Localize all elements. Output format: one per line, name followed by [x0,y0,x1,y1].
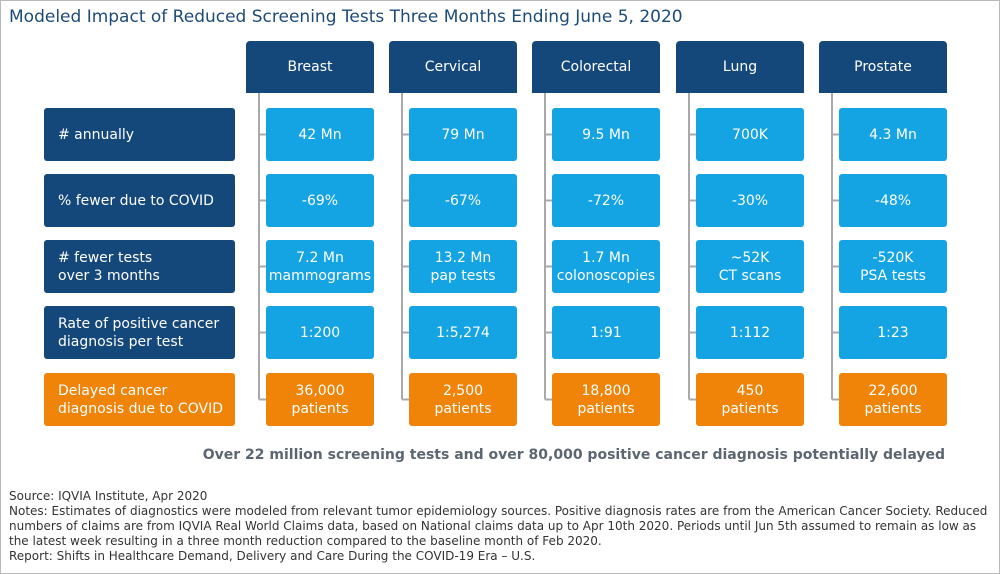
text-line: diagnosis per test [58,333,184,350]
row-label: % fewer due to COVID [44,174,235,227]
cell: 36,000 patients [266,373,374,426]
text-line: 450 [736,382,764,399]
source: Source: IQVIA Institute, Apr 2020 [9,489,208,503]
text-line: Rate of positive cancer [58,315,220,332]
text-line: 79 Mn [441,126,485,143]
text-line: 1:23 [877,324,909,341]
text-line: -30% [731,192,769,209]
summary: Over 22 million screening tests and over… [202,447,945,463]
text-line: 1:91 [590,324,622,341]
cell: -72% [552,174,660,227]
text-line: 1:5,274 [436,324,490,341]
cell: 1:91 [552,306,660,359]
column-header: Breast [246,41,374,93]
cell: -30% [696,174,804,227]
cell: 79 Mn [409,108,517,161]
text-line: patients [434,400,492,417]
cell: 1:23 [839,306,947,359]
column-header: Prostate [819,41,947,93]
text-line: patients [721,400,779,417]
cell: -69% [266,174,374,227]
text-line: 2,500 [442,382,484,399]
text-line: diagnosis due to COVID [58,400,223,417]
text-line: 18,800 [581,382,631,399]
cell: 4.3 Mn [839,108,947,161]
column-header: Lung [676,41,804,93]
text-line: -67% [444,192,482,209]
cell: 9.5 Mn [552,108,660,161]
text-line: CT scans [718,267,782,284]
text-line: # fewer tests [58,249,153,266]
text-line: ~52K [730,249,770,266]
text-line: 7.2 Mn [296,249,344,266]
text-line: 4.3 Mn [869,126,917,143]
column-header: Colorectal [532,41,660,93]
text-line: 42 Mn [298,126,342,143]
row-label: # annually [44,108,235,161]
footnotes: Source: IQVIA Institute, Apr 2020 Notes:… [9,489,994,564]
text-line: 1:112 [729,324,771,341]
title: Modeled Impact of Reduced Screening Test… [9,7,683,27]
cell: 22,600 patients [839,373,947,426]
text-line: 13.2 Mn [434,249,492,266]
text-line: 1:200 [299,324,341,341]
row-label: # fewer tests over 3 months [44,240,235,293]
cell: 1:200 [266,306,374,359]
text-line: colonoscopies [556,267,656,284]
cell: -520K PSA tests [839,240,947,293]
cell: 42 Mn [266,108,374,161]
cell: ~52K CT scans [696,240,804,293]
text-line: -520K [872,249,914,266]
text-line: 36,000 [295,382,345,399]
text-line: pap tests [430,267,496,284]
cell: -48% [839,174,947,227]
row-label: Rate of positive cancer diagnosis per tes… [44,306,235,359]
cell: 700K [696,108,804,161]
text-line: 1.7 Mn [582,249,630,266]
text-line: patients [291,400,349,417]
text-line: 9.5 Mn [582,126,630,143]
text-line: PSA tests [860,267,926,284]
row-label: Delayed cancer diagnosis due to COVID [44,373,235,426]
cell: 7.2 Mn mammograms [266,240,374,293]
text-line: mammograms [268,267,372,284]
column-header: Cervical [389,41,517,93]
cell: 18,800 patients [552,373,660,426]
report: Report: Shifts in Healthcare Demand, Del… [9,549,536,563]
text-line: Delayed cancer [58,382,168,399]
text-line: % fewer due to COVID [58,192,214,209]
notes: Notes: Estimates of diagnostics were mod… [9,504,988,548]
text-line: 700K [732,126,768,143]
text-line: over 3 months [58,267,160,284]
text-line: -48% [874,192,912,209]
text-line: -72% [587,192,625,209]
cell: 1:112 [696,306,804,359]
text-line: patients [864,400,922,417]
cell: -67% [409,174,517,227]
text-line: patients [577,400,635,417]
cell: 1:5,274 [409,306,517,359]
text-line: -69% [301,192,339,209]
text-line: # annually [58,126,135,143]
cell: 13.2 Mn pap tests [409,240,517,293]
cell: 1.7 Mn colonoscopies [552,240,660,293]
cell: 450 patients [696,373,804,426]
cell: 2,500 patients [409,373,517,426]
connectors [258,93,839,401]
text-line: 22,600 [868,382,918,399]
